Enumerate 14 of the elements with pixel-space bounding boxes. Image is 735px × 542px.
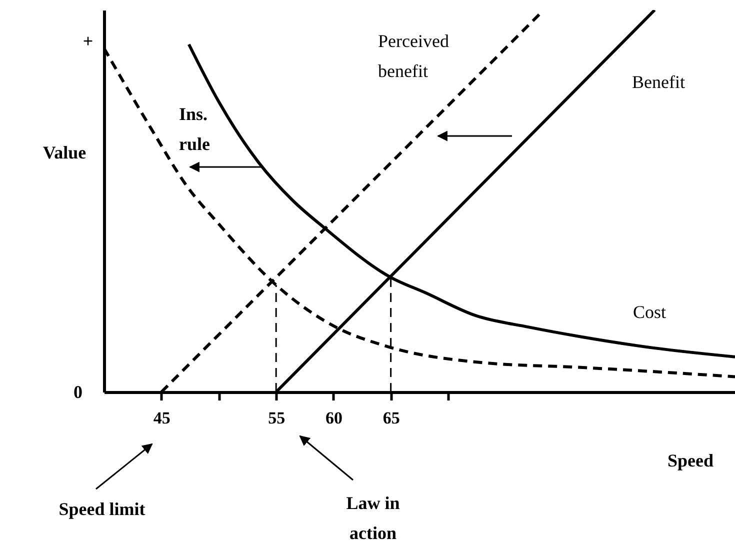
x-axis-title: Speed <box>667 450 714 470</box>
x-tick-label: 65 <box>382 408 400 428</box>
text: Law in action <box>346 493 400 542</box>
y-axis-title: Value <box>42 142 86 162</box>
series-label: Cost <box>633 302 666 322</box>
text: 0 <box>74 382 82 402</box>
annotation: Ins. rule <box>179 104 210 154</box>
series-label: Benefit <box>632 72 685 92</box>
series-label: Perceived benefit <box>378 31 449 81</box>
x-tick-label: 55 <box>268 408 286 428</box>
text: Speed limit <box>58 499 146 519</box>
x-tick-label: 60 <box>325 408 342 428</box>
x-tick-label: 45 <box>153 408 170 428</box>
text: + <box>82 31 94 51</box>
